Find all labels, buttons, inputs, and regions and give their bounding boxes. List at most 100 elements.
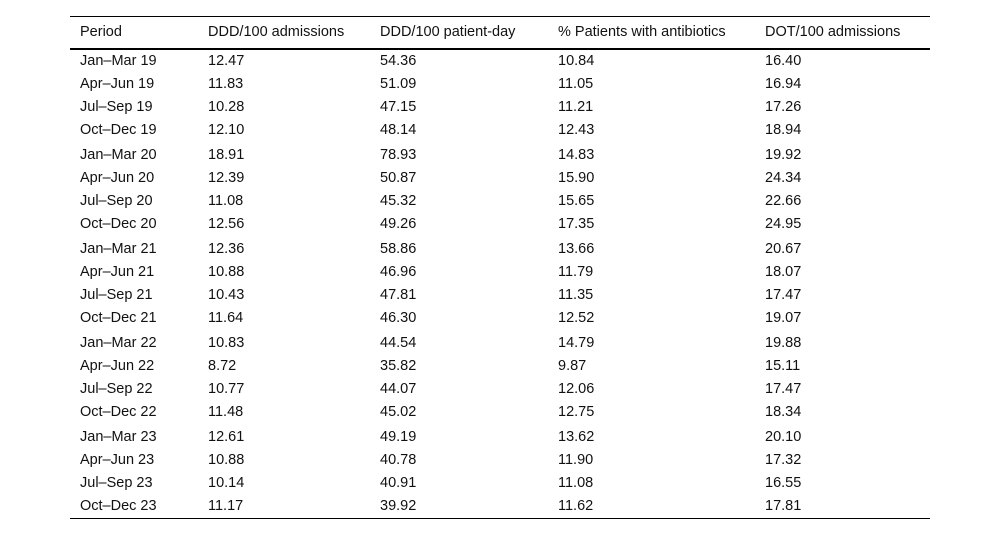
table-row-group: Jan–Mar 20 18.91 78.93 14.83 19.92 Apr–Jun 20… xyxy=(70,142,930,236)
table-cell: 12.39 xyxy=(208,170,245,186)
table-cell: 10.88 xyxy=(208,452,245,468)
table-cell: 39.92 xyxy=(380,498,417,514)
table-header: Period DDD/100 admissions DDD/100 patient-… xyxy=(70,16,930,50)
table-row: Jul–Sep 19 10.28 47.15 11.21 17.26 xyxy=(70,96,930,119)
table-cell: 15.11 xyxy=(765,358,801,374)
table-cell: 19.92 xyxy=(765,147,802,163)
table-cell: 45.32 xyxy=(380,193,417,209)
table-row: Jul–Sep 23 10.14 40.91 11.08 16.55 xyxy=(70,472,930,495)
table-row: Oct–Dec 22 11.48 45.02 12.75 18.34 xyxy=(70,401,930,424)
table-cell: 10.77 xyxy=(208,381,245,397)
table-cell: 11.05 xyxy=(558,76,594,92)
table-cell: 11.79 xyxy=(558,264,594,280)
table-cell: 20.67 xyxy=(765,241,802,257)
table-cell: 19.88 xyxy=(765,335,802,351)
column-header: Period xyxy=(70,16,208,50)
table-row: Jan–Mar 23 12.61 49.19 13.62 20.10 xyxy=(70,424,930,449)
table-cell: 17.26 xyxy=(765,99,802,115)
table-row: Jan–Mar 20 18.91 78.93 14.83 19.92 xyxy=(70,142,930,167)
table-cell: 12.52 xyxy=(558,310,595,326)
table-cell: Apr–Jun 19 xyxy=(80,76,155,92)
table-cell: 11.62 xyxy=(558,498,594,514)
table-cell: 15.90 xyxy=(558,170,595,186)
table-row: Apr–Jun 22 8.72 35.82 9.87 15.11 xyxy=(70,355,930,378)
table-cell: 17.32 xyxy=(765,452,802,468)
table-row: Jul–Sep 20 11.08 45.32 15.65 22.66 xyxy=(70,190,930,213)
table-cell: 11.90 xyxy=(558,452,594,468)
table-cell: 54.36 xyxy=(380,53,417,69)
table-cell: 35.82 xyxy=(380,358,417,374)
table-cell: Apr–Jun 22 xyxy=(80,358,155,374)
table-cell: 11.21 xyxy=(558,99,594,115)
table-row: Oct–Dec 23 11.17 39.92 11.62 17.81 xyxy=(70,495,930,519)
table-cell: 12.56 xyxy=(208,216,245,232)
table-cell: 13.66 xyxy=(558,241,595,257)
table-cell: Jan–Mar 22 xyxy=(80,335,157,351)
table-row: Jan–Mar 19 12.47 54.36 10.84 16.40 xyxy=(70,49,930,73)
table-cell: 15.65 xyxy=(558,193,595,209)
table-cell: 11.08 xyxy=(208,193,244,209)
column-header: % Patients with antibiotics xyxy=(558,16,765,50)
table-cell: 17.47 xyxy=(765,381,802,397)
table-cell: 18.91 xyxy=(208,147,245,163)
table-cell: Jul–Sep 22 xyxy=(80,381,153,397)
table-cell: Apr–Jun 21 xyxy=(80,264,155,280)
table-row: Jul–Sep 22 10.77 44.07 12.06 17.47 xyxy=(70,378,930,401)
table-cell: 9.87 xyxy=(558,358,587,374)
table-header-row: Period DDD/100 admissions DDD/100 patient-… xyxy=(70,16,930,50)
table-cell: 8.72 xyxy=(208,358,237,374)
table-cell: 46.30 xyxy=(380,310,417,326)
table-row-group: Jan–Mar 19 12.47 54.36 10.84 16.40 Apr–Jun 19… xyxy=(70,49,930,142)
table-cell: 22.66 xyxy=(765,193,802,209)
table-cell: 40.78 xyxy=(380,452,417,468)
table-cell: 11.83 xyxy=(208,76,244,92)
table-cell: 50.87 xyxy=(380,170,417,186)
table-cell: 19.07 xyxy=(765,310,802,326)
table-cell: Oct–Dec 19 xyxy=(80,122,157,138)
table-cell: 45.02 xyxy=(380,404,417,420)
table-cell: 12.47 xyxy=(208,53,245,69)
table-row: Apr–Jun 21 10.88 46.96 11.79 18.07 xyxy=(70,261,930,284)
table-cell: 16.94 xyxy=(765,76,802,92)
table-cell: 16.40 xyxy=(765,53,802,69)
table-row: Jul–Sep 21 10.43 47.81 11.35 17.47 xyxy=(70,284,930,307)
column-header: DOT/100 admissions xyxy=(765,16,930,50)
table-cell: 14.83 xyxy=(558,147,595,163)
table-row: Jan–Mar 22 10.83 44.54 14.79 19.88 xyxy=(70,330,930,355)
table-cell: 78.93 xyxy=(380,147,417,163)
table-cell: 48.14 xyxy=(380,122,417,138)
table-cell: 44.07 xyxy=(380,381,417,397)
table-cell: 49.19 xyxy=(380,429,417,445)
table-cell: Jan–Mar 23 xyxy=(80,429,157,445)
table-cell: 11.48 xyxy=(208,404,244,420)
table-row: Apr–Jun 19 11.83 51.09 11.05 16.94 xyxy=(70,73,930,96)
table-cell: 17.81 xyxy=(765,498,802,514)
table-cell: Jul–Sep 20 xyxy=(80,193,153,209)
table-row: Oct–Dec 20 12.56 49.26 17.35 24.95 xyxy=(70,213,930,236)
table-cell: 11.17 xyxy=(208,498,244,514)
table-row: Oct–Dec 21 11.64 46.30 12.52 19.07 xyxy=(70,307,930,330)
table-cell: Apr–Jun 23 xyxy=(80,452,155,468)
table-cell: Jul–Sep 19 xyxy=(80,99,153,115)
table-cell: 49.26 xyxy=(380,216,417,232)
table-cell: 12.61 xyxy=(208,429,245,445)
table-cell: 24.34 xyxy=(765,170,802,186)
table-cell: Jul–Sep 23 xyxy=(80,475,153,491)
metrics-table: Period DDD/100 admissions DDD/100 patient-… xyxy=(70,16,930,519)
table-cell: 17.35 xyxy=(558,216,595,232)
table-cell: Oct–Dec 23 xyxy=(80,498,157,514)
table-cell: 20.10 xyxy=(765,429,802,445)
table-cell: 12.75 xyxy=(558,404,595,420)
column-header: DDD/100 patient-day xyxy=(380,16,558,50)
table-row-group: Jan–Mar 22 10.83 44.54 14.79 19.88 Apr–Jun 22… xyxy=(70,330,930,424)
table-cell: Jan–Mar 21 xyxy=(80,241,157,257)
table-cell: 12.36 xyxy=(208,241,245,257)
table-row: Jan–Mar 21 12.36 58.86 13.66 20.67 xyxy=(70,236,930,261)
table-row-group: Jan–Mar 23 12.61 49.19 13.62 20.10 Apr–Jun 23… xyxy=(70,424,930,519)
table-cell: 58.86 xyxy=(380,241,417,257)
table-cell: 18.07 xyxy=(765,264,802,280)
table-row-group: Jan–Mar 21 12.36 58.86 13.66 20.67 Apr–Jun 21… xyxy=(70,236,930,330)
table-cell: 24.95 xyxy=(765,216,802,232)
table-cell: Oct–Dec 21 xyxy=(80,310,157,326)
table-cell: Oct–Dec 22 xyxy=(80,404,157,420)
